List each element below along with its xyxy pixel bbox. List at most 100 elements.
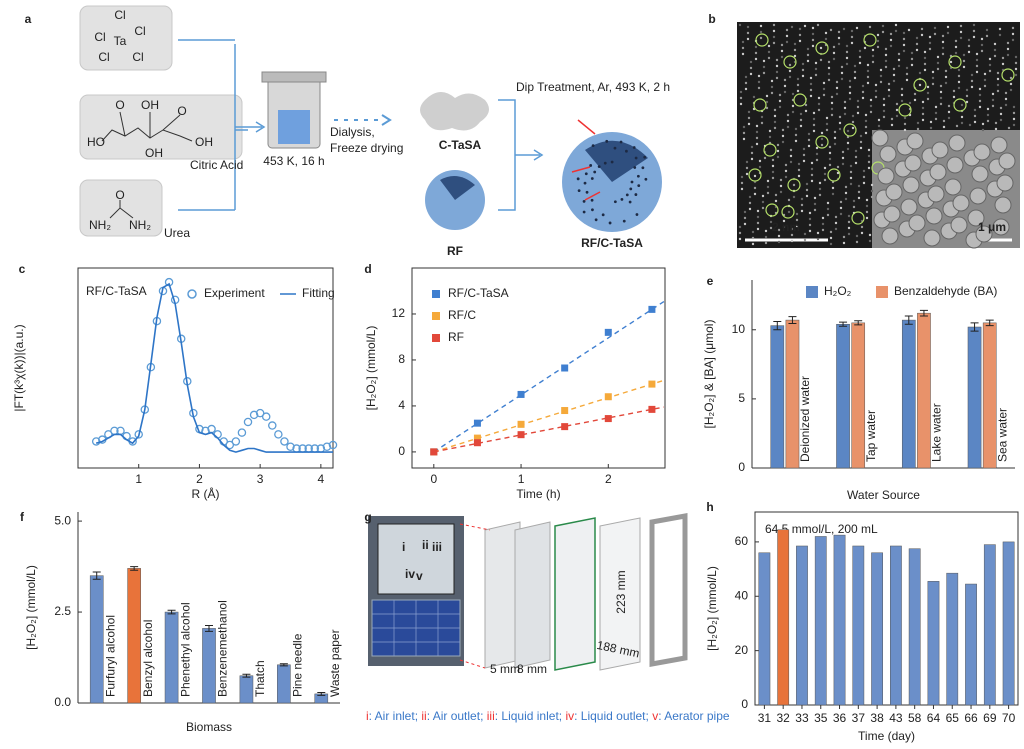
atom-spot <box>957 68 961 72</box>
atom-spot <box>740 187 744 191</box>
atom-spot <box>876 45 880 49</box>
atom-spot <box>798 33 802 37</box>
x-tick-label: 32 <box>776 711 790 725</box>
atom-highlight <box>913 78 927 92</box>
atom-spot <box>830 107 834 111</box>
x-tick-label: Phenethyl alcohol <box>178 602 192 697</box>
bar <box>965 583 977 706</box>
atom-spot <box>936 67 940 71</box>
atom-spot <box>775 58 779 62</box>
particle <box>948 134 966 152</box>
atom-spot <box>794 127 798 131</box>
atom-spot <box>757 80 761 84</box>
atom-spot <box>871 48 875 52</box>
atom-spot <box>897 52 901 56</box>
atom-spot <box>921 112 925 116</box>
atom-spot <box>783 90 787 94</box>
atom-spot <box>770 85 774 89</box>
atom-spot <box>867 166 871 170</box>
data-point <box>473 434 481 442</box>
atom-spot <box>944 75 948 79</box>
atom-spot <box>740 175 744 179</box>
atom-spot <box>773 126 777 130</box>
atom-spot <box>809 88 813 92</box>
data-point <box>134 430 143 439</box>
atom-spot <box>895 108 899 112</box>
atom-spot <box>834 227 838 231</box>
panel-label: c <box>19 262 26 276</box>
atom-highlight <box>787 178 801 192</box>
data-point <box>561 364 569 372</box>
atom-spot <box>807 144 811 148</box>
atom-spot <box>866 63 870 67</box>
atom-spot <box>841 162 845 166</box>
atom-spot <box>928 35 932 39</box>
x-tick-label: Benzenemethanol <box>216 600 230 697</box>
atom-dot <box>577 189 581 193</box>
atom-spot <box>941 46 945 50</box>
atom-dot <box>634 193 638 196</box>
atom-spot <box>913 98 917 102</box>
atom-spot <box>756 221 760 225</box>
atom-label: Cl <box>132 50 143 64</box>
annotation: 64.5 mmol/L, 200 mL <box>765 522 878 536</box>
atom-spot <box>959 36 963 40</box>
atom-spot <box>848 97 852 101</box>
atom-spot <box>848 85 852 89</box>
atom-spot <box>821 222 825 226</box>
atom-spot <box>921 100 925 104</box>
atom-spot <box>800 203 804 207</box>
atom-spot <box>996 77 1000 81</box>
atom-spot <box>970 79 974 83</box>
atom-spot <box>743 210 747 214</box>
data-point <box>231 437 241 446</box>
atom-spot <box>853 76 857 80</box>
atom-spot <box>753 192 757 196</box>
atom-spot <box>972 23 976 27</box>
atom-spot <box>835 92 839 96</box>
atom-spot <box>920 27 924 31</box>
bar <box>814 536 827 706</box>
atom-spot <box>962 59 966 63</box>
atom-spot <box>866 69 870 73</box>
atom-spot <box>1011 26 1015 30</box>
atom-spot <box>825 116 829 120</box>
atom-spot <box>815 146 819 150</box>
atom-spot <box>826 201 830 205</box>
atom-spot <box>941 34 945 38</box>
atom-spot <box>828 157 832 161</box>
atom-spot <box>887 88 891 92</box>
atom-spot <box>778 93 782 97</box>
atom-label: Ta <box>114 34 127 48</box>
atom-spot <box>799 118 803 122</box>
atom-spot <box>884 59 888 63</box>
atom-spot <box>1004 103 1008 107</box>
guide <box>459 523 491 669</box>
atom-spot <box>759 30 763 34</box>
atom-spot <box>761 206 765 210</box>
atom-spot <box>923 50 927 54</box>
atom-spot <box>853 70 857 74</box>
atom-label: O <box>115 98 124 112</box>
atom-highlight <box>748 168 762 182</box>
atom-spot <box>870 183 874 187</box>
atom-dot <box>613 146 617 150</box>
atom-spot <box>993 48 997 52</box>
x-tick-label: 0 <box>430 472 437 486</box>
frame-plate <box>649 513 688 667</box>
rf-cut <box>440 176 475 200</box>
atom-spot <box>879 74 883 78</box>
atom-spot <box>824 31 828 35</box>
atom-spot <box>810 179 814 183</box>
atom-spot <box>838 127 842 131</box>
atom-spot <box>768 129 772 133</box>
atom-spot <box>915 48 919 52</box>
atom-spot <box>785 40 789 44</box>
atom-dot <box>589 164 593 167</box>
atom-highlight <box>843 123 857 137</box>
atom-spot <box>926 91 930 95</box>
atom-spot <box>970 85 974 89</box>
atom-spot <box>756 215 760 219</box>
atom-spot <box>820 143 824 147</box>
atom-spot <box>889 32 893 36</box>
